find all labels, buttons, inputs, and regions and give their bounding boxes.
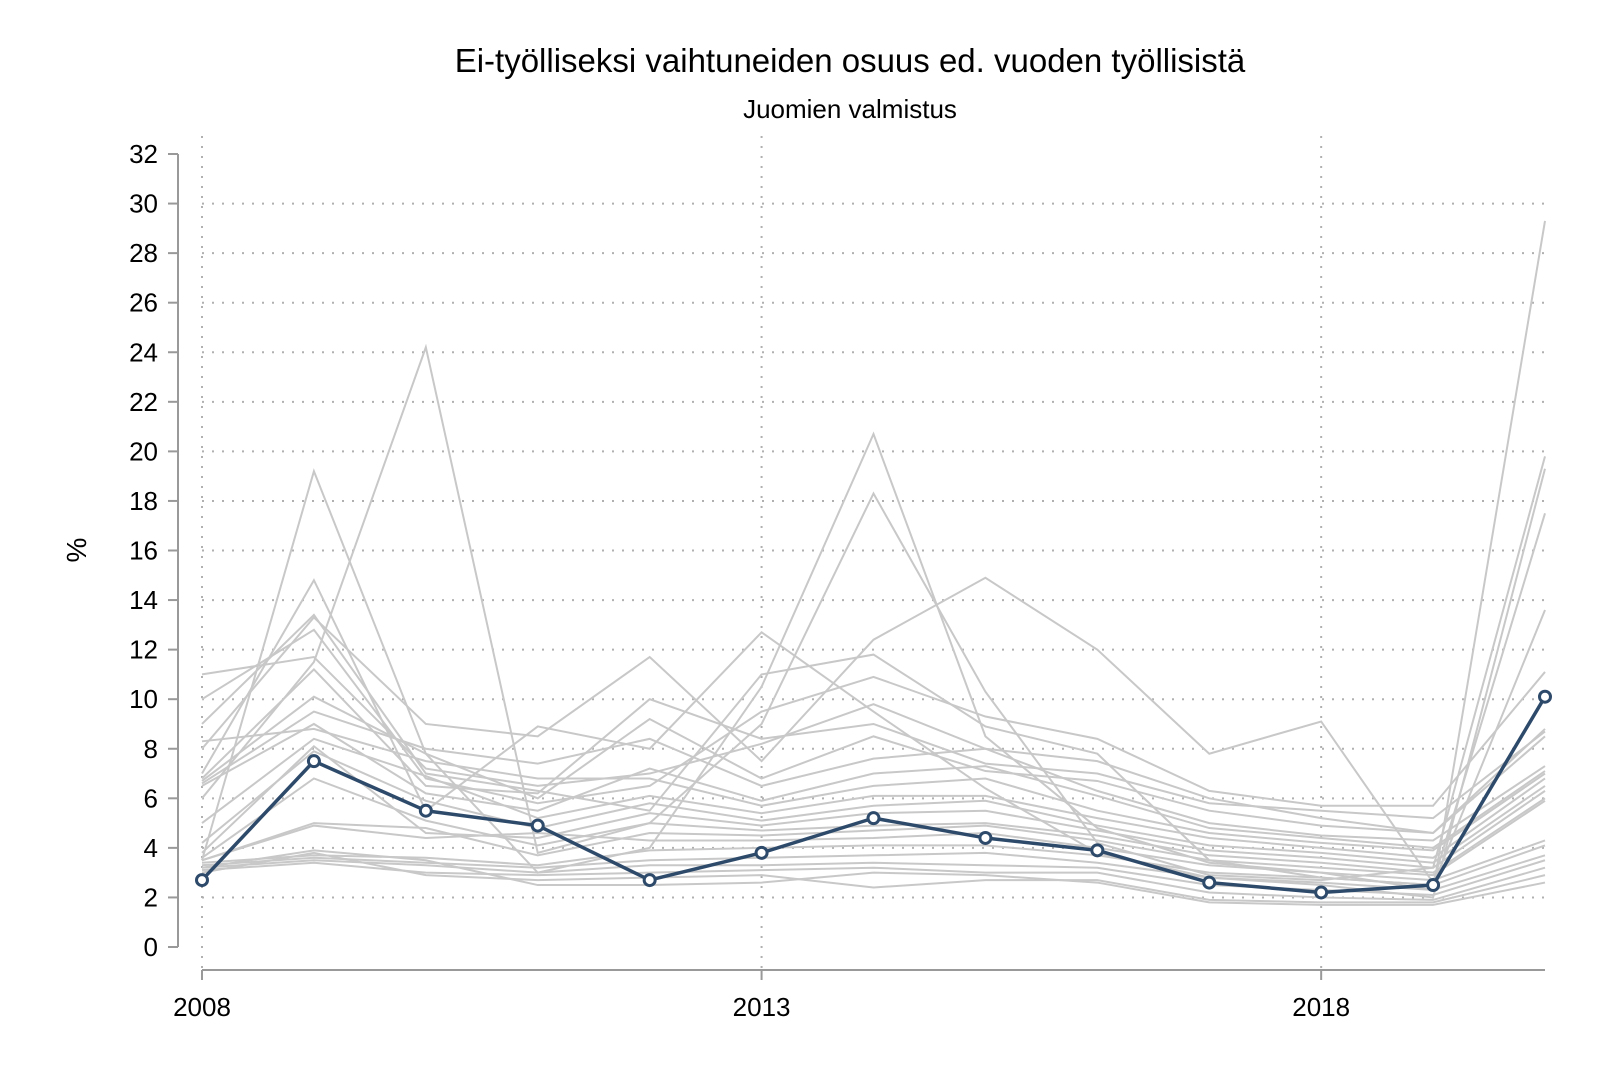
y-tick-label-6: 6	[144, 783, 158, 813]
background-series-line-10	[201, 710, 1546, 842]
background-series-line-9	[201, 695, 1546, 835]
background-series-line-19	[201, 844, 1546, 887]
x-tick-label-2013: 2013	[733, 992, 791, 1022]
highlight-series	[195, 689, 1552, 900]
background-series-line-17	[201, 799, 1546, 877]
highlight-point-2018	[1314, 885, 1329, 900]
background-series-line-20	[201, 851, 1546, 892]
chart-subtitle: Juomien valmistus	[743, 94, 957, 124]
background-series-line-2	[201, 343, 1546, 882]
background-series-line-3	[201, 468, 1546, 899]
background-series-line-14	[201, 750, 1546, 864]
y-tick-label-28: 28	[129, 238, 158, 268]
y-tick-label-14: 14	[129, 585, 158, 615]
highlight-point-2020	[1538, 689, 1552, 704]
background-series-line-4	[201, 513, 1546, 885]
y-tick-label-10: 10	[129, 684, 158, 714]
y-tick-label-4: 4	[144, 833, 158, 863]
background-series-line-8	[201, 668, 1546, 820]
y-tick-label-18: 18	[129, 486, 158, 516]
highlight-point-2014	[866, 811, 881, 826]
y-tick-label-12: 12	[129, 635, 158, 665]
y-tick-label-8: 8	[144, 734, 158, 764]
y-axis-label: %	[61, 538, 92, 563]
background-series-line-16	[201, 777, 1546, 874]
y-tick-label-2: 2	[144, 882, 158, 912]
x-tick-label-2018: 2018	[1292, 992, 1350, 1022]
background-series-line-7	[201, 655, 1546, 835]
highlight-point-2013	[754, 845, 769, 860]
y-tick-label-20: 20	[129, 436, 158, 466]
y-tick-label-16: 16	[129, 536, 158, 566]
gridlines	[201, 136, 1545, 969]
background-series-line-23	[201, 851, 1546, 904]
y-tick-label-26: 26	[129, 288, 158, 318]
highlight-point-2009	[306, 754, 321, 769]
highlight-point-2019	[1426, 878, 1441, 893]
background-series-line-18	[201, 824, 1546, 882]
background-series-line-24	[201, 849, 1546, 906]
background-series-line-13	[201, 737, 1546, 859]
chart-title: Ei-työlliseksi vaihtuneiden osuus ed. vu…	[455, 42, 1246, 79]
y-tick-label-22: 22	[129, 387, 158, 417]
background-series-line-6	[201, 628, 1546, 807]
highlight-point-2008	[195, 873, 209, 888]
background-series-line-1	[201, 220, 1546, 892]
highlight-point-2012	[642, 873, 657, 888]
highlight-point-2016	[1090, 843, 1105, 858]
highlight-point-2010	[418, 803, 433, 818]
y-tick-label-32: 32	[129, 139, 158, 169]
y-tick-label-0: 0	[144, 932, 158, 962]
y-tick-label-24: 24	[129, 337, 158, 367]
highlight-point-2017	[1202, 875, 1217, 890]
y-tick-label-30: 30	[129, 189, 158, 219]
background-series-line-11	[201, 722, 1546, 849]
highlight-point-2015	[978, 830, 993, 845]
x-tick-label-2008: 2008	[173, 992, 231, 1022]
background-series-line-12	[201, 727, 1546, 852]
highlight-point-2011	[530, 818, 545, 833]
